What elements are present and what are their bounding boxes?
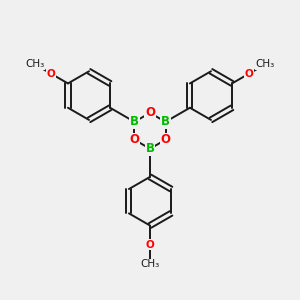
- Text: O: O: [244, 69, 253, 79]
- Text: B: B: [146, 142, 154, 155]
- Text: O: O: [130, 133, 140, 146]
- Text: CH₃: CH₃: [25, 59, 44, 69]
- Text: CH₃: CH₃: [140, 259, 160, 269]
- Text: O: O: [47, 69, 56, 79]
- Text: O: O: [146, 240, 154, 250]
- Text: O: O: [145, 106, 155, 119]
- Text: B: B: [161, 115, 170, 128]
- Text: B: B: [130, 115, 139, 128]
- Text: CH₃: CH₃: [256, 59, 275, 69]
- Text: O: O: [160, 133, 170, 146]
